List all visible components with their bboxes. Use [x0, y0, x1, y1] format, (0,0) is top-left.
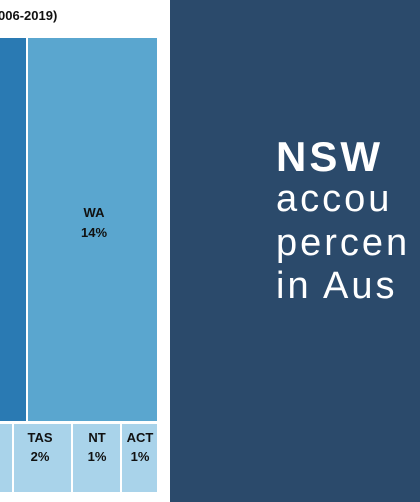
cell-value-wa: 14%	[81, 225, 107, 240]
treemap-cell-wa	[26, 36, 159, 423]
treemap-chart: WA 14% TAS 2% NT 1% ACT 1%	[0, 36, 159, 494]
treemap-cell-tas	[12, 422, 73, 494]
chart-panel: 006-2019) WA 14% TAS 2% NT 1% ACT 1%	[0, 0, 170, 502]
treemap-cell-act	[120, 422, 159, 494]
cell-value-nt: 1%	[88, 449, 107, 464]
headline-line-1: accou	[276, 178, 393, 220]
cell-value-act: 1%	[131, 449, 150, 464]
headline-text: NSW accou percen in Aus	[276, 136, 410, 309]
cell-label-nt: NT	[88, 430, 105, 445]
treemap-cell-large-state	[0, 36, 28, 423]
cell-value-tas: 2%	[31, 449, 50, 464]
cell-label-act: ACT	[127, 430, 154, 445]
cell-label-tas: TAS	[27, 430, 52, 445]
treemap-cell-small-state	[0, 422, 14, 494]
cell-label-wa: WA	[84, 205, 106, 220]
headline-line-3: in Aus	[276, 265, 398, 308]
headline-line-2: percen	[276, 221, 411, 264]
chart-title: 006-2019)	[0, 8, 58, 23]
headline-strong: NSW	[276, 133, 383, 180]
